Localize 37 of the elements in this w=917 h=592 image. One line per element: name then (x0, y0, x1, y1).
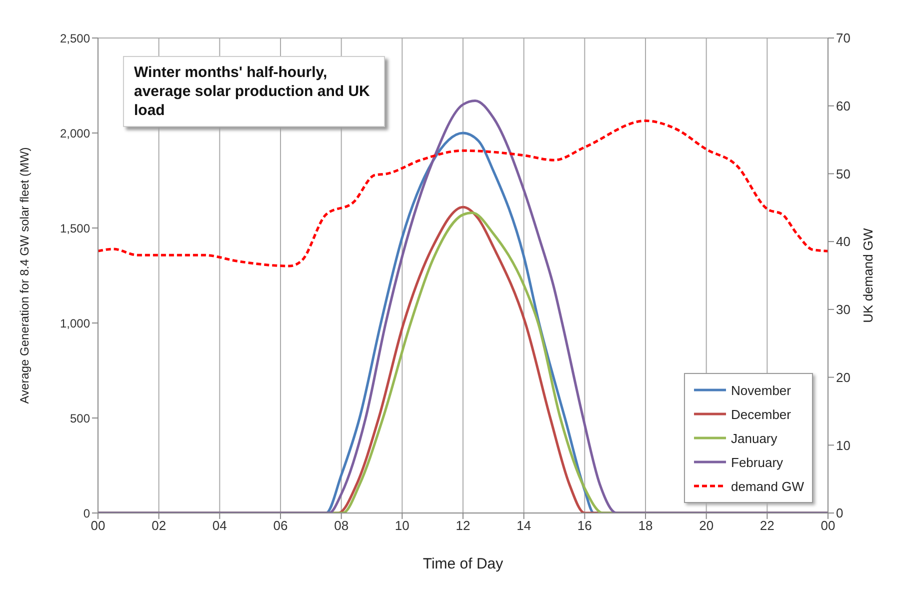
legend-label: demand GW (731, 478, 804, 494)
y-tick-label: 0 (83, 506, 90, 520)
x-tick-label: 16 (577, 518, 592, 534)
y-tick-label: 2,000 (60, 126, 90, 140)
line-series (98, 120, 828, 268)
x-tick-label: 20 (699, 518, 714, 534)
y-tick-label: 1,000 (60, 316, 90, 330)
x-tick-label: 10 (394, 518, 410, 534)
x-tick-label: 14 (516, 518, 532, 534)
x-tick-label: 08 (334, 518, 349, 534)
y2-tick-label: 50 (836, 166, 850, 182)
y2-axis-title: UK demand GW (860, 227, 876, 323)
text: Winter months' half-hourly, average solar production and UK load (123, 56, 385, 127)
y-tick-label: 500 (70, 411, 90, 426)
legend-label: December (731, 406, 791, 422)
y-tick-label: 1,500 (60, 221, 90, 236)
x-tick-label: 22 (760, 518, 774, 534)
y2-tick-label: 60 (836, 98, 850, 114)
legend-label: February (731, 454, 784, 470)
x-tick-label: 00 (820, 518, 836, 534)
x-tick-label: 06 (273, 518, 288, 534)
y-axis-title: Average Generation for 8.4 GW solar fleet (MW) (17, 147, 32, 404)
x-tick-label: 12 (456, 518, 470, 534)
y2-tick-label: 0 (836, 506, 844, 521)
y2-tick-label: 10 (836, 438, 850, 453)
x-tick-label: 00 (90, 518, 106, 534)
x-tick-label: 02 (152, 518, 166, 534)
y2-tick-label: 70 (836, 30, 850, 46)
y-tick-label: 2,500 (60, 31, 90, 46)
legend-label: January (731, 430, 778, 446)
y2-tick-label: 20 (836, 370, 850, 385)
y2-tick-label: 30 (836, 302, 850, 318)
y2-tick-label: 40 (836, 234, 850, 250)
legend-label: November (731, 382, 791, 398)
x-tick-label: 04 (212, 518, 227, 534)
x-tick-label: 18 (638, 518, 653, 534)
x-axis-title: Time of Day (422, 556, 504, 573)
